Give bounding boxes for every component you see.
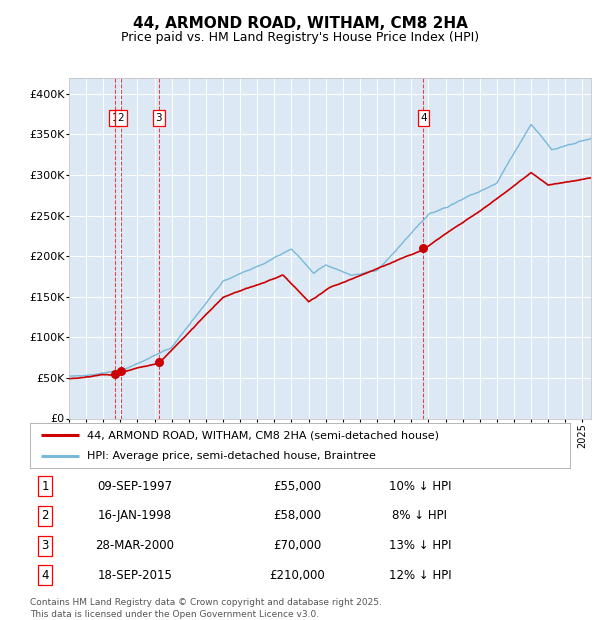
Text: 44, ARMOND ROAD, WITHAM, CM8 2HA: 44, ARMOND ROAD, WITHAM, CM8 2HA bbox=[133, 16, 467, 30]
Text: 1: 1 bbox=[112, 113, 118, 123]
Text: 2: 2 bbox=[118, 113, 124, 123]
Text: 8% ↓ HPI: 8% ↓ HPI bbox=[392, 510, 448, 522]
Text: £70,000: £70,000 bbox=[273, 539, 321, 552]
Text: 10% ↓ HPI: 10% ↓ HPI bbox=[389, 480, 451, 492]
Text: 18-SEP-2015: 18-SEP-2015 bbox=[98, 569, 172, 582]
Text: Price paid vs. HM Land Registry's House Price Index (HPI): Price paid vs. HM Land Registry's House … bbox=[121, 31, 479, 44]
Text: 1: 1 bbox=[41, 480, 49, 492]
Text: 09-SEP-1997: 09-SEP-1997 bbox=[97, 480, 173, 492]
Text: 3: 3 bbox=[155, 113, 162, 123]
Text: £210,000: £210,000 bbox=[269, 569, 325, 582]
Text: 44, ARMOND ROAD, WITHAM, CM8 2HA (semi-detached house): 44, ARMOND ROAD, WITHAM, CM8 2HA (semi-d… bbox=[86, 430, 439, 440]
Text: 4: 4 bbox=[420, 113, 427, 123]
Text: 4: 4 bbox=[41, 569, 49, 582]
Text: 2: 2 bbox=[41, 510, 49, 522]
Text: 13% ↓ HPI: 13% ↓ HPI bbox=[389, 539, 451, 552]
Text: 12% ↓ HPI: 12% ↓ HPI bbox=[389, 569, 451, 582]
Text: £58,000: £58,000 bbox=[273, 510, 321, 522]
Text: Contains HM Land Registry data © Crown copyright and database right 2025.
This d: Contains HM Land Registry data © Crown c… bbox=[30, 598, 382, 619]
Text: 16-JAN-1998: 16-JAN-1998 bbox=[98, 510, 172, 522]
Text: £55,000: £55,000 bbox=[273, 480, 321, 492]
Text: 3: 3 bbox=[41, 539, 49, 552]
Text: 28-MAR-2000: 28-MAR-2000 bbox=[95, 539, 175, 552]
Text: HPI: Average price, semi-detached house, Braintree: HPI: Average price, semi-detached house,… bbox=[86, 451, 376, 461]
